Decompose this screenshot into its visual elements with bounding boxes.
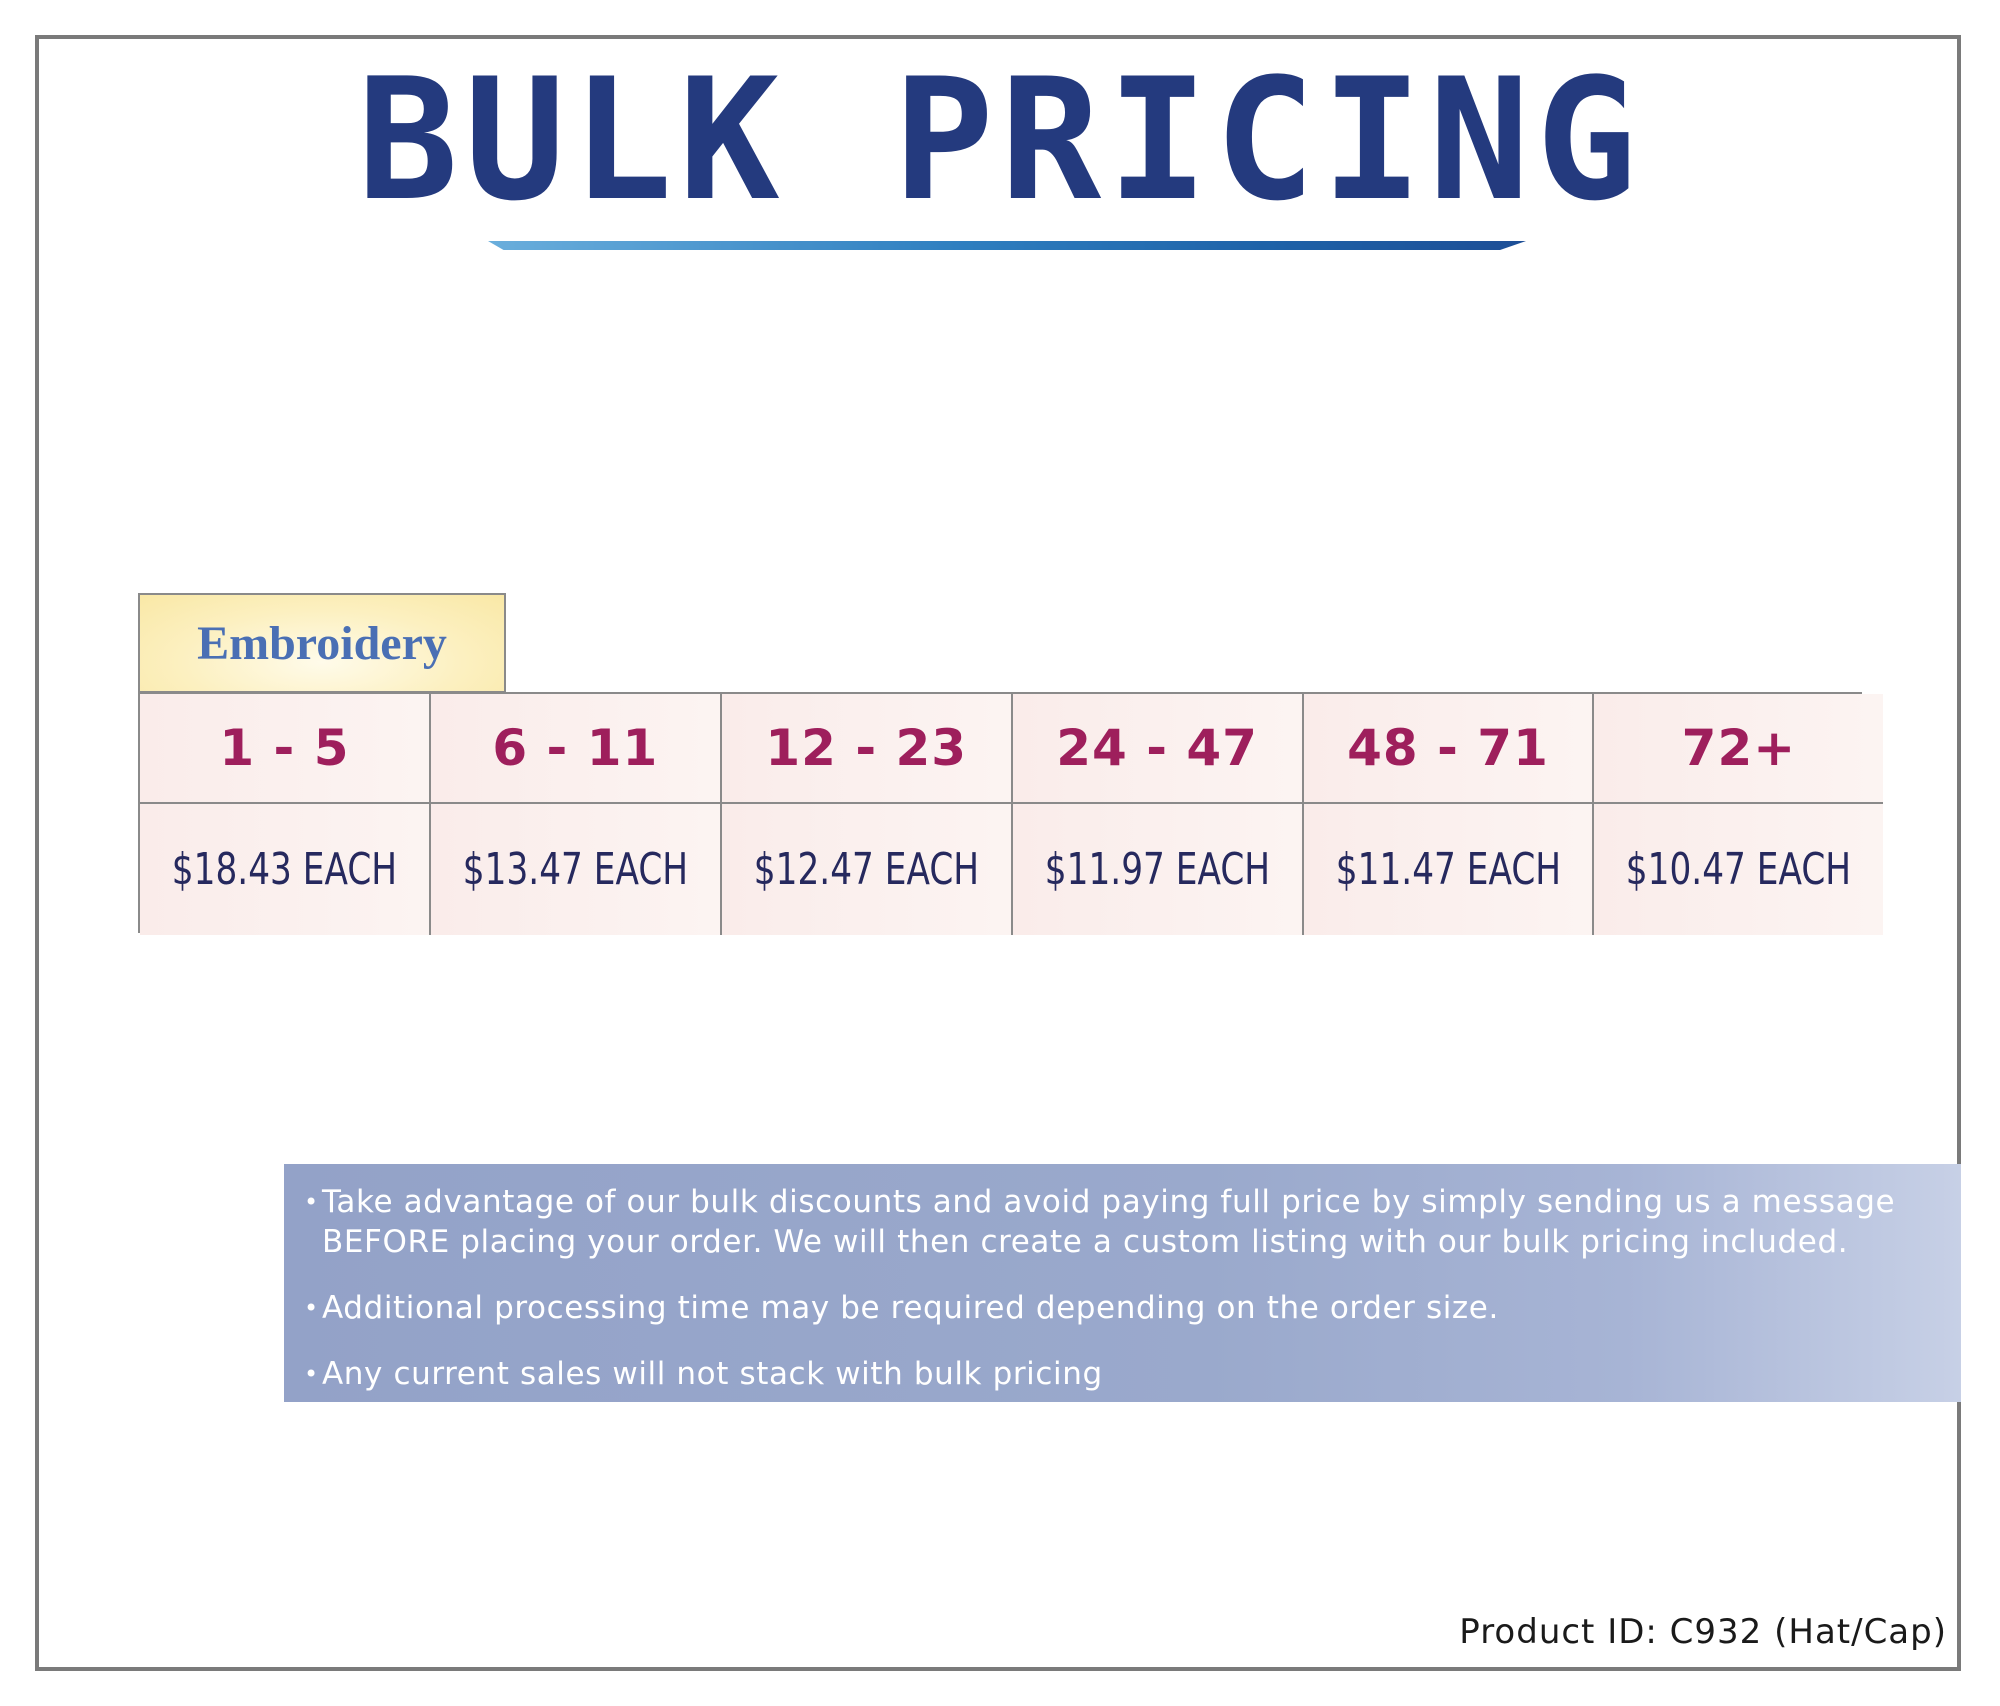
tier-price: $10.47 EACH: [1626, 844, 1852, 895]
note-item: • Take advantage of our bulk discounts a…: [304, 1182, 1941, 1262]
tier-qty: 24 - 47: [1056, 719, 1258, 777]
tier-qty: 48 - 71: [1347, 719, 1549, 777]
tier-qty-cell: 1 - 5: [140, 694, 431, 804]
tier-price-cell: $12.47 EACH: [721, 804, 1013, 935]
tier-price-cell: $18.43 EACH: [140, 804, 431, 935]
bullet-icon: •: [304, 1188, 319, 1216]
tier-price: $11.47 EACH: [1335, 844, 1561, 895]
tier-qty: 72+: [1681, 719, 1797, 777]
notes-panel: • Take advantage of our bulk discounts a…: [284, 1164, 1961, 1402]
note-text: Additional processing time may be requir…: [322, 1290, 1499, 1326]
tier-qty: 12 - 23: [765, 719, 968, 777]
tier-price: $12.47 EACH: [753, 844, 979, 895]
note-item: • Additional processing time may be requ…: [304, 1288, 1941, 1328]
tier-qty-cell: 24 - 47: [1012, 694, 1304, 804]
tier-price-cell: $11.97 EACH: [1012, 804, 1304, 935]
bullet-icon: •: [304, 1360, 319, 1388]
tier-qty-cell: 6 - 11: [430, 694, 722, 804]
tier-qty-cell: 72+: [1594, 694, 1884, 804]
tier-price-cell: $11.47 EACH: [1303, 804, 1595, 935]
category-label: Embroidery: [197, 616, 447, 670]
tier-qty-cell: 12 - 23: [721, 694, 1013, 804]
category-tab: Embroidery: [138, 593, 506, 693]
product-id: Product ID: C932 (Hat/Cap): [1459, 1612, 1947, 1652]
title-underline: [488, 241, 1526, 250]
tier-price: $11.97 EACH: [1044, 844, 1270, 895]
note-text: Take advantage of our bulk discounts and…: [322, 1184, 1896, 1260]
note-text: Any current sales will not stack with bu…: [322, 1356, 1103, 1392]
bullet-icon: •: [304, 1294, 319, 1322]
tier-price-cell: $13.47 EACH: [430, 804, 722, 935]
tier-qty-cell: 48 - 71: [1303, 694, 1595, 804]
tier-qty: 6 - 11: [492, 719, 659, 777]
note-item: • Any current sales will not stack with …: [304, 1354, 1941, 1394]
pricing-table: 1 - 5 6 - 11 12 - 23 24 - 47 48 - 71 72+…: [138, 692, 1884, 935]
tier-price: $18.43 EACH: [171, 844, 398, 895]
tier-price: $13.47 EACH: [462, 844, 689, 895]
page-title: BULK PRICING: [357, 42, 1643, 238]
tier-price-cell: $10.47 EACH: [1594, 804, 1884, 935]
tier-qty: 1 - 5: [219, 719, 350, 777]
